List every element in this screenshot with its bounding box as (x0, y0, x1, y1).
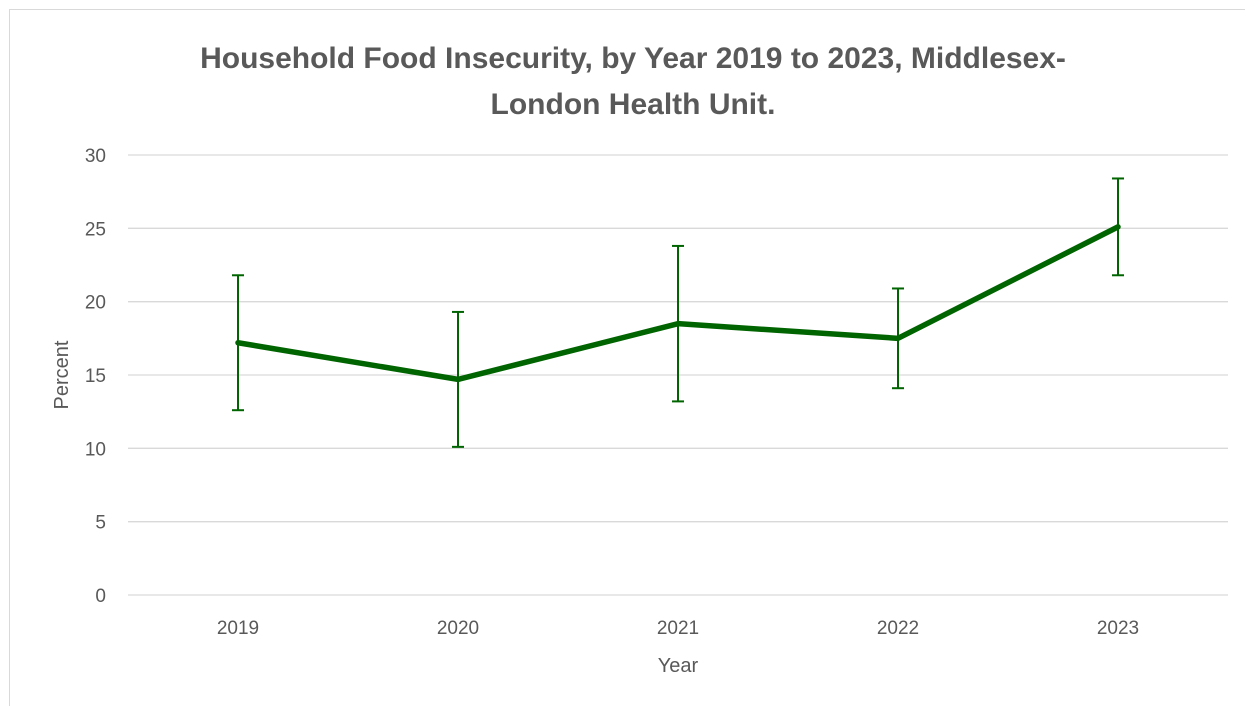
chart-frame (9, 9, 1245, 706)
y-tick-label-0: 0 (95, 586, 106, 607)
series-line-0 (235, 224, 1121, 383)
chart-title: Household Food Insecurity, by Year 2019 … (0, 36, 1246, 128)
x-axis-label: Year (658, 655, 699, 677)
x-tick-label-2023: 2023 (1097, 618, 1139, 639)
y-tick-label-15: 15 (85, 366, 106, 387)
y-tick-label-25: 25 (85, 219, 106, 240)
y-tick-label-10: 10 (85, 439, 106, 460)
y-axis-label: Percent (51, 340, 73, 409)
y-axis-ticks: 0 5 10 15 20 25 30 (85, 146, 106, 607)
y-tick-label-30: 30 (85, 146, 106, 167)
x-tick-label-2019: 2019 (217, 618, 259, 639)
x-tick-label-2022: 2022 (877, 618, 919, 639)
x-axis-ticks: 2019 2020 2021 2022 2023 (217, 618, 1139, 639)
series-lines (235, 224, 1121, 383)
x-tick-label-2020: 2020 (437, 618, 479, 639)
chart-title-line-2: London Health Unit. (490, 88, 776, 121)
chart-title-line-1: Household Food Insecurity, by Year 2019 … (200, 42, 1066, 75)
y-tick-label-5: 5 (95, 513, 106, 534)
x-tick-label-2021: 2021 (657, 618, 699, 639)
error-bars (232, 177, 1124, 448)
y-tick-label-20: 20 (85, 293, 106, 314)
